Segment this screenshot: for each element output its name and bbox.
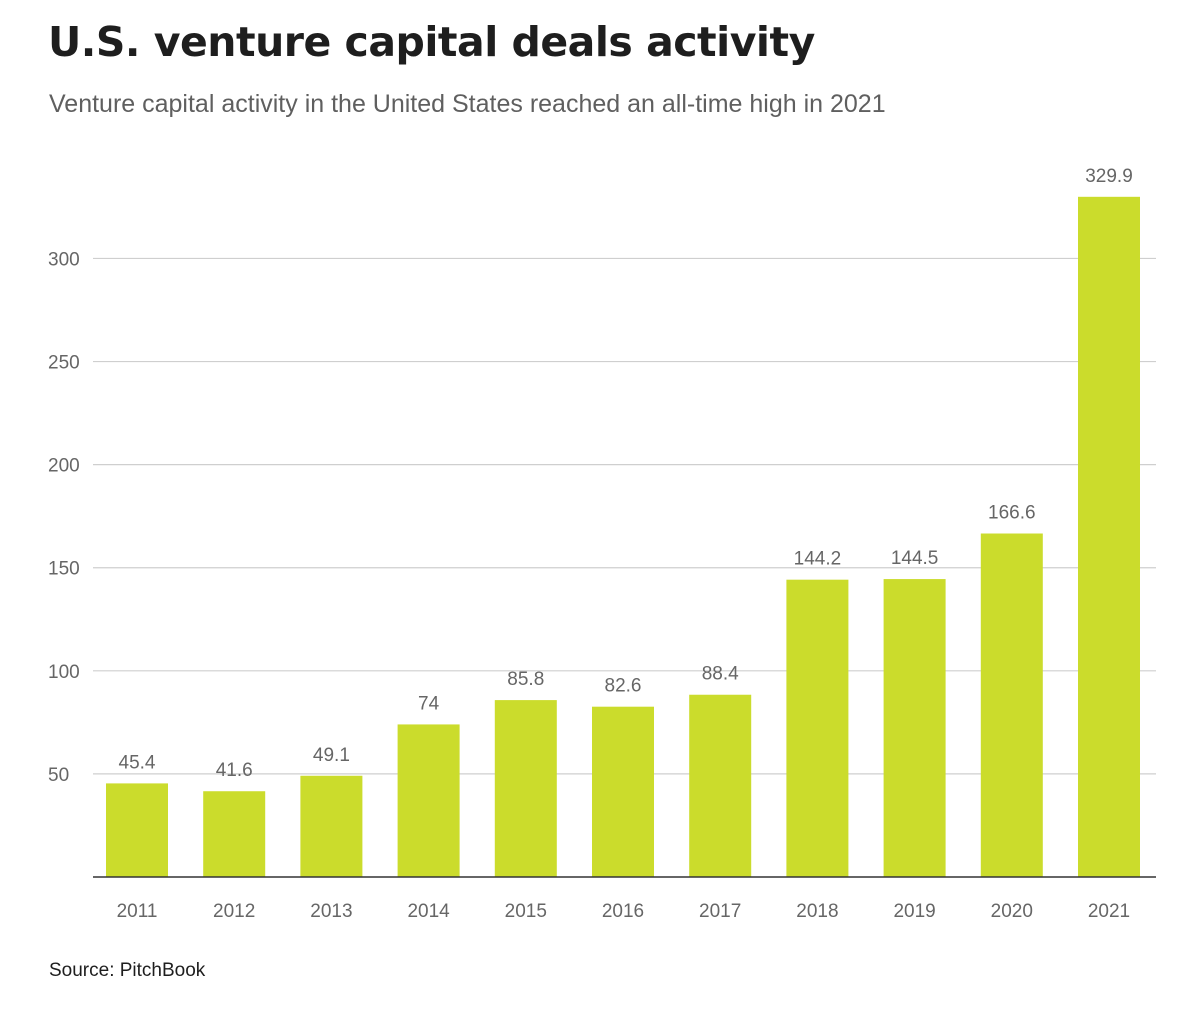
- x-tick-label: 2013: [310, 901, 352, 922]
- x-tick-label: 2015: [505, 901, 547, 922]
- y-tick-label: 150: [48, 559, 80, 580]
- y-tick-label: 100: [48, 662, 80, 683]
- bar-value-label: 144.5: [891, 548, 939, 569]
- bar: [689, 694, 752, 877]
- y-tick-label: 250: [48, 353, 80, 374]
- bar: [592, 706, 654, 877]
- bars: [106, 196, 1140, 877]
- value-labels: 45.4 41.6 49.1 74 85.8 82.6 88.4 144.2 144.5 166.…: [119, 166, 1133, 781]
- bar: [883, 579, 946, 877]
- bar-value-label: 41.6: [216, 760, 253, 781]
- chart-subtitle: Venture capital activity in the United S…: [49, 90, 886, 118]
- x-tick-label: 2011: [117, 901, 158, 922]
- bar: [106, 783, 168, 877]
- bar-value-label: 85.8: [507, 669, 544, 690]
- bar-value-label: 88.4: [702, 664, 739, 685]
- x-tick-label: 2014: [407, 901, 450, 922]
- bar-value-label: 329.9: [1085, 166, 1133, 187]
- bar-value-label: 45.4: [119, 752, 156, 773]
- bar: [203, 791, 266, 877]
- bar-value-label: 166.6: [988, 503, 1036, 524]
- y-tick-label: 300: [48, 249, 80, 270]
- bar: [397, 724, 460, 877]
- y-axis-ticks: 50 100 150 200 250 300: [48, 249, 80, 785]
- y-tick-label: 50: [48, 765, 69, 786]
- bar-value-label: 82.6: [605, 676, 642, 697]
- bar: [1078, 196, 1140, 877]
- x-tick-label: 2018: [796, 901, 838, 922]
- bar-chart: 50 100 150 200 250 300 45.4 41.6 49.1 74 85.8 82.6…: [48, 166, 1156, 922]
- x-tick-label: 2019: [893, 901, 935, 922]
- y-tick-label: 200: [48, 456, 80, 477]
- x-axis-ticks: 2011 2012 2013 2014 2015 2016 2017 2018 2019 2020…: [117, 901, 1131, 922]
- bar-value-label: 144.2: [794, 549, 842, 570]
- bar-value-label: 49.1: [313, 745, 350, 766]
- bar: [494, 700, 557, 877]
- bar: [980, 533, 1043, 877]
- x-tick-label: 2020: [991, 901, 1033, 922]
- bar-value-label: 74: [418, 693, 440, 714]
- bar: [300, 775, 363, 877]
- source-note: Source: PitchBook: [49, 960, 206, 981]
- x-tick-label: 2016: [602, 901, 644, 922]
- x-tick-label: 2017: [699, 901, 741, 922]
- chart-title: U.S. venture capital deals activity: [48, 18, 815, 66]
- x-tick-label: 2021: [1088, 901, 1130, 922]
- bar: [786, 579, 849, 877]
- x-tick-label: 2012: [213, 901, 255, 922]
